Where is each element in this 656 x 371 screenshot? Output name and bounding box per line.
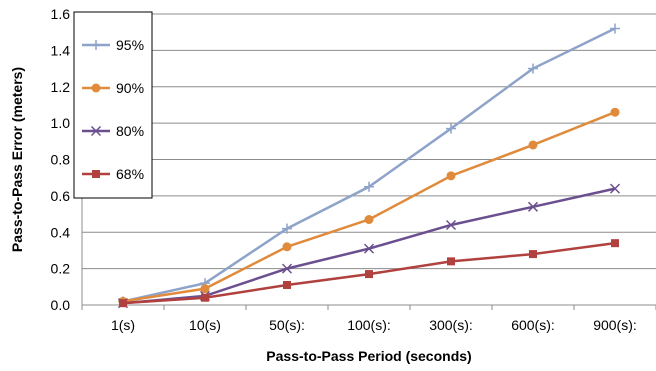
y-tick-label: 1.0	[51, 115, 71, 131]
y-tick-label: 0.2	[51, 261, 71, 277]
data-point	[91, 83, 101, 93]
data-point	[529, 250, 537, 259]
axes	[81, 14, 656, 310]
data-point	[446, 171, 456, 181]
y-tick-label: 0.8	[51, 152, 71, 168]
legend: 95% 90% 80% 68%	[73, 11, 153, 199]
gridlines	[82, 13, 656, 270]
data-point	[282, 242, 292, 252]
x-tick-label: 300(s):	[429, 317, 473, 333]
legend-label: 80%	[116, 123, 144, 139]
data-point	[527, 201, 539, 212]
legend-entry: 80%	[82, 123, 144, 139]
series-line	[122, 27, 616, 303]
data-point	[200, 284, 210, 294]
x-tick-label: 100(s):	[347, 317, 391, 333]
legend-entry: 68%	[82, 166, 144, 182]
y-tick-label: 0.0	[51, 297, 71, 313]
x-tick-label: 50(s):	[269, 317, 305, 333]
legend-label: 95%	[116, 37, 144, 53]
x-tick-labels: 1(s) 10(s) 50(s): 100(s): 300(s): 600(s): 900(…	[111, 317, 637, 333]
data-point	[201, 293, 209, 302]
data-point	[447, 257, 455, 266]
x-axis-title: Pass-to-Pass Period (seconds)	[266, 348, 471, 364]
y-tick-label: 0.6	[51, 188, 71, 204]
data-point	[363, 243, 375, 254]
data-point	[610, 107, 620, 117]
series-3	[119, 239, 619, 308]
y-tick-label: 1.4	[51, 42, 71, 58]
legend-entry: 90%	[82, 80, 144, 96]
legend-box	[73, 11, 153, 199]
y-tick-label: 1.6	[51, 6, 71, 22]
x-tick-label: 10(s)	[189, 317, 221, 333]
data-point	[92, 170, 100, 178]
data-point	[365, 270, 373, 279]
data-point	[364, 215, 374, 225]
data-point	[609, 183, 621, 194]
data-point	[283, 280, 291, 289]
series-0	[118, 23, 620, 307]
legend-entry: 95%	[82, 37, 144, 53]
data-point	[528, 140, 538, 150]
data-point	[281, 263, 293, 274]
legend-label: 68%	[116, 166, 144, 182]
x-tick-label: 600(s):	[511, 317, 555, 333]
y-tick-label: 1.2	[51, 79, 71, 95]
y-axis-title: Pass-to-Pass Error (meters)	[9, 67, 25, 252]
series-group	[117, 23, 621, 309]
x-tick-label: 1(s)	[111, 317, 135, 333]
y-tick-labels: 0.0 0.2 0.4 0.6 0.8 1.0 1.2 1.4 1.6	[51, 6, 71, 313]
data-point	[445, 219, 457, 231]
data-point	[90, 125, 102, 137]
legend-label: 90%	[116, 80, 144, 96]
x-tick-label: 900(s):	[593, 317, 637, 333]
y-tick-label: 0.4	[51, 224, 71, 240]
data-point	[611, 239, 619, 248]
data-point	[119, 299, 127, 308]
